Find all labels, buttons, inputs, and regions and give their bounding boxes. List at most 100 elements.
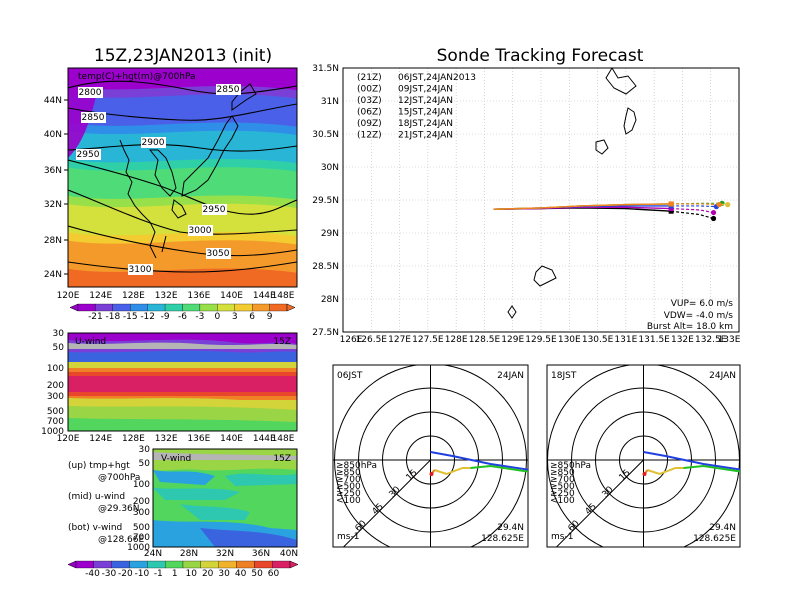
lat-tick-label: 44N (44, 96, 62, 106)
colorbar-swatch (252, 303, 270, 312)
colorbar-swatch (93, 560, 112, 569)
track-grid (343, 68, 739, 332)
hodo-legend-1: ≥850 (336, 468, 361, 478)
track-solid-5 (493, 203, 672, 210)
u-p-tick: 700 (47, 417, 64, 427)
contour-label: 2950 (77, 150, 100, 160)
legend-time-3: 15JST,24JAN (398, 108, 453, 118)
track-lon-tick: 128E (445, 335, 468, 345)
track-lat-tick: 30.5N (312, 130, 339, 140)
lon-tick-label: 148E (272, 291, 295, 301)
contour-label: 2800 (79, 88, 102, 98)
track-islands (507, 68, 637, 319)
v-wind-field (153, 449, 297, 547)
param-vup: VUP= 6.0 m/s (671, 299, 734, 309)
note-up-level: @700hPa (98, 473, 140, 483)
hodo-legend-5: <100 (336, 496, 361, 506)
hodo-time: 06JST (337, 371, 363, 381)
lat-tick-label: 28N (44, 236, 62, 246)
track-lat-ticks: 31.5N 31N 30.5N 30N 29.5N 29N 28.5N 28N 27.5N (312, 64, 339, 338)
kyushu (171, 199, 187, 219)
contour-label-bg (202, 204, 227, 215)
colorbar-swatch (182, 560, 201, 569)
u-p-tick: 500 (47, 407, 64, 417)
u-lon-tick: 140E (220, 434, 243, 444)
colorbar-swatch (75, 560, 94, 569)
colorbar-swatch (269, 303, 288, 312)
hodo-date: 24JAN (709, 371, 736, 381)
hodo-trace-upper (643, 451, 740, 471)
hodo-legend-2: ≥700 (336, 475, 361, 485)
colorbar-swatch (147, 560, 166, 569)
lon-tick-label: 144E (253, 291, 276, 301)
track-end-point-5 (716, 202, 722, 208)
contour-label: 3050 (207, 249, 230, 259)
hodo-legend-3: ≥500 (550, 482, 575, 492)
colorbar-label: 10 (186, 569, 198, 579)
hodo-unit: ms-1 (551, 532, 573, 542)
colorbar-right-arrow (286, 303, 296, 312)
colorbar-label: -40 (85, 569, 100, 579)
colorbar-label: 50 (251, 569, 263, 579)
hodo-legend-3: ≥500 (336, 482, 361, 492)
track-dashed-0 (671, 210, 714, 220)
colorbar-label: 6 (249, 312, 255, 322)
colorbar-swatch (130, 303, 148, 312)
temp-bands (68, 68, 297, 287)
hodo-trace-low (647, 467, 684, 476)
track-lat-tick: 27.5N (312, 328, 339, 338)
contour-label-bg (141, 137, 166, 148)
v-p-tick: 100 (133, 480, 150, 490)
colorbar-label: -10 (134, 569, 149, 579)
track-lon-tick: 127E (388, 335, 411, 345)
u-lon-tick: 136E (187, 434, 210, 444)
hokkaido (231, 83, 257, 111)
legend-time-1: 09JST,24JAN (398, 85, 453, 95)
hodo-lon: 128.625E (693, 534, 736, 544)
temp-map: 2800 2850 2850 2900 2950 2950 3000 3050 3100 tem… (44, 67, 298, 322)
colorbar-swatch (182, 303, 201, 312)
lat-tick-label: 24N (44, 270, 62, 280)
temp-band-11 (68, 268, 297, 287)
hodo-trace-upper (430, 451, 528, 471)
lon-tick-label: 128E (122, 291, 145, 301)
track-lon-tick: 131.5E (638, 335, 670, 345)
colorbar-swatch (147, 303, 166, 312)
lon-tick-label: 132E (155, 291, 178, 301)
v-p-tick: 1000 (127, 543, 150, 553)
island-tokunoshima (507, 305, 517, 319)
burst-marker-5 (668, 201, 674, 207)
hodo-trace-mid (470, 464, 528, 473)
v-p-tick: 700 (133, 533, 150, 543)
hodo-trace-mid (683, 464, 740, 473)
island-yakushima (595, 139, 609, 155)
u-lon-tick: 120E (57, 434, 80, 444)
track-params: VUP= 6.0 m/s VDW= -4.0 m/s Burst Alt= 18… (647, 299, 733, 332)
colorbar-swatch (129, 560, 148, 569)
hodo-lat: 29.4N (709, 523, 736, 533)
track-lon-tick: 126E (340, 335, 363, 345)
lon-tick-label: 140E (220, 291, 243, 301)
china-coast (119, 139, 157, 259)
contour-label-bg (128, 264, 153, 275)
contour-label: 2900 (142, 138, 165, 148)
lat-tick-label: 40N (44, 130, 62, 140)
track-dashed-4 (671, 203, 728, 206)
track-lon-tick: 129.5E (525, 335, 557, 345)
hodo-axis-diag (342, 459, 431, 547)
track-dashed-2 (671, 205, 717, 208)
colorbar-label: -20 (118, 569, 133, 579)
v-p-tick: 50 (139, 459, 151, 469)
u-p-tick: 100 (47, 364, 64, 374)
contour-label-bg (188, 225, 213, 236)
contour-label-bg (76, 149, 101, 160)
track-end-point-4 (725, 202, 731, 208)
track-frame (342, 67, 740, 333)
legend-time-2: 12JST,24JAN (398, 96, 453, 106)
hodo-legend-2: ≥700 (550, 475, 575, 485)
legend-code-3: (06Z) (357, 108, 382, 118)
v-p-tick: 30 (139, 445, 151, 455)
